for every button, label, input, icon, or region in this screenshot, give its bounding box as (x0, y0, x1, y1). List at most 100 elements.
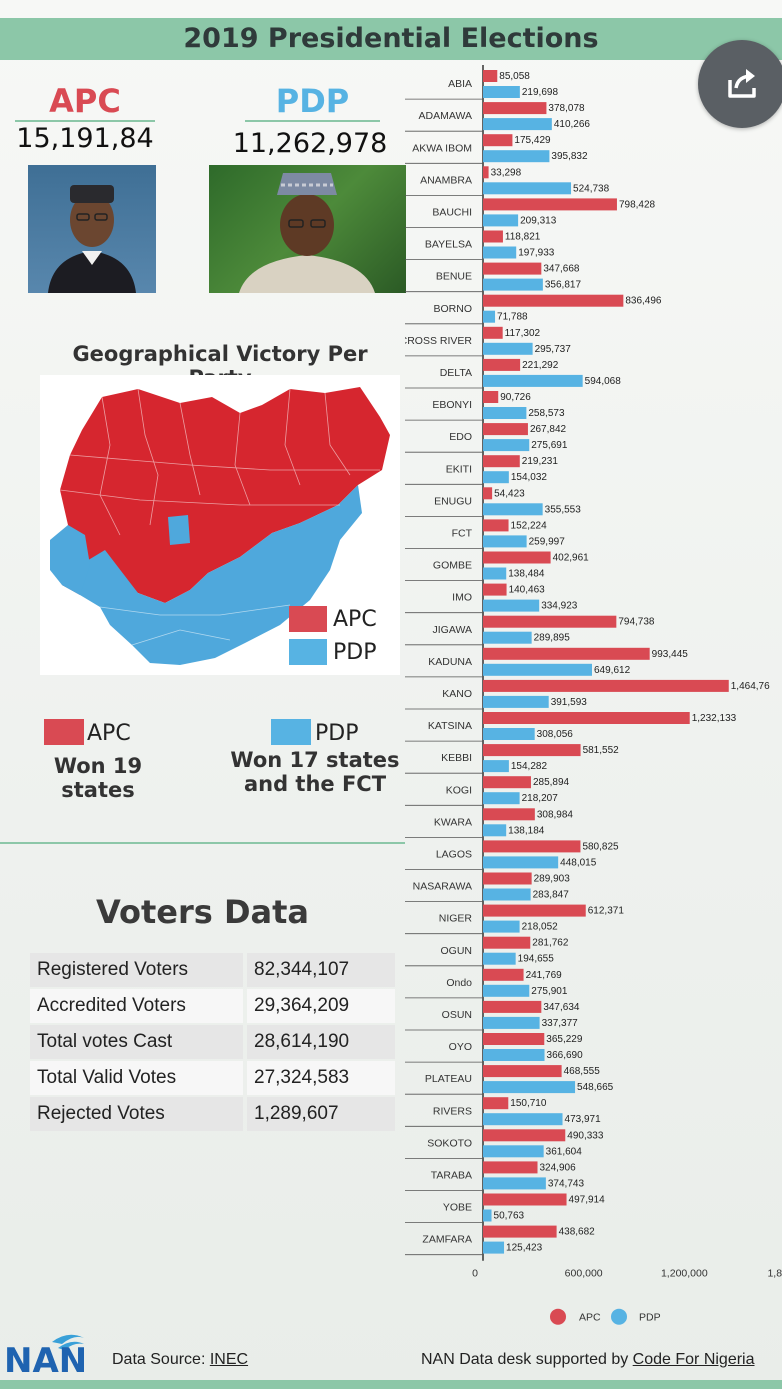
state-label: CROSS RIVER (405, 335, 472, 347)
apc-bar (483, 808, 535, 821)
apc-bar (483, 647, 650, 660)
apc-value-label: 1,464,76 (731, 681, 770, 692)
apc-bar (483, 776, 531, 789)
apc-value-label: 324,906 (540, 1162, 577, 1173)
pdp-value-label: 283,847 (533, 890, 570, 901)
pdp-value-label: 209,313 (520, 215, 557, 226)
apc-value-label: 993,445 (652, 649, 689, 660)
state-label: DELTA (440, 367, 472, 379)
pdp-states-won: Won 17 states and the FCT (230, 748, 400, 796)
apc-value-label: 150,710 (510, 1098, 547, 1109)
state-label: IMO (452, 592, 472, 604)
apc-value-label: 347,634 (543, 1002, 580, 1013)
pdp-bar (483, 374, 583, 387)
state-label: KEBBI (441, 752, 472, 764)
map-pdp-island (168, 515, 190, 545)
state-label: BAUCHI (432, 206, 472, 218)
summary-pdp-label: PDP (315, 721, 359, 746)
pdp-value-label: 194,655 (518, 954, 555, 965)
pdp-bar (483, 760, 509, 773)
apc-value-label: 347,668 (543, 264, 580, 275)
voters-row-label: Total votes Cast (30, 1025, 243, 1059)
pdp-candidate-photo (209, 165, 406, 293)
pdp-value-label: 395,832 (551, 151, 588, 162)
state-label: BAYELSA (425, 239, 472, 251)
pdp-value-label: 361,604 (546, 1146, 583, 1157)
apc-value-label: 490,333 (567, 1130, 604, 1141)
apc-bar (483, 294, 624, 307)
state-label: GOMBE (433, 560, 472, 572)
apc-value-label: 85,058 (499, 71, 530, 82)
apc-bar (483, 1129, 566, 1142)
pdp-bar (483, 118, 552, 131)
data-source-prefix: Data Source: (112, 1351, 210, 1368)
pdp-bar (483, 182, 572, 195)
pdp-bar (483, 567, 507, 580)
pdp-underline (245, 120, 380, 122)
state-label: KANO (442, 688, 472, 700)
pdp-bar (483, 888, 531, 901)
apc-bar (483, 840, 581, 853)
apc-value-label: 54,423 (494, 488, 525, 499)
apc-value-label: 281,762 (532, 938, 569, 949)
pdp-bar (483, 310, 496, 323)
legend-pdp-label: PDP (639, 1312, 661, 1324)
share-button[interactable] (698, 40, 782, 128)
x-tick-label: 0 (472, 1268, 478, 1280)
apc-bar (483, 551, 551, 564)
map-legend-pdp-swatch (289, 639, 327, 665)
state-label: ENUGU (434, 495, 472, 507)
state-label: ADAMAWA (419, 110, 472, 122)
state-label: RIVERS (433, 1105, 472, 1117)
apc-value-label: 794,738 (618, 617, 655, 628)
apc-bar (483, 1033, 545, 1045)
apc-bar (483, 936, 531, 949)
apc-value-label: 90,726 (500, 392, 531, 403)
state-label: EDO (449, 431, 472, 443)
pdp-bar (483, 663, 592, 676)
pdp-bar (483, 1016, 540, 1029)
pdp-value-label: 410,266 (554, 119, 591, 130)
legend-pdp-marker (611, 1308, 627, 1325)
voters-row-value: 1,289,607 (247, 1097, 395, 1131)
summary-pdp-swatch (271, 719, 311, 745)
pdp-value-label: 337,377 (542, 1018, 579, 1029)
apc-bar (483, 198, 617, 211)
state-label: PLATEAU (425, 1073, 472, 1085)
apc-bar (483, 519, 509, 532)
page-title: 2019 Presidential Elections (183, 23, 599, 54)
pdp-bar (483, 824, 507, 837)
pdp-value-label: 197,933 (518, 248, 555, 259)
code-for-nigeria-link[interactable]: Code For Nigeria (632, 1351, 755, 1368)
pdp-value-label: 524,738 (573, 183, 610, 194)
pdp-party-name: PDP (275, 82, 350, 120)
voters-row-value: 29,364,209 (247, 989, 395, 1023)
pdp-bar (483, 952, 516, 965)
legend-apc-label: APC (579, 1312, 601, 1324)
apc-value-label: 468,555 (564, 1066, 601, 1077)
nan-logo: NAN (4, 1330, 87, 1381)
state-label: KATSINA (428, 720, 472, 732)
inec-link[interactable]: INEC (209, 1351, 249, 1368)
pdp-value-label: 154,032 (511, 472, 548, 483)
map-apc-region (58, 387, 390, 603)
apc-value-label: 152,224 (511, 520, 548, 531)
apc-bar (483, 423, 528, 436)
credit-line: NAN Data desk supported by Code For Nige… (421, 1351, 755, 1369)
apc-bar (483, 166, 489, 179)
map-pdp-west (50, 525, 90, 595)
apc-bar (483, 487, 493, 500)
apc-bar (483, 904, 586, 917)
pdp-bar (483, 246, 517, 259)
section-divider (0, 842, 405, 844)
pdp-value-label: 649,612 (594, 665, 631, 676)
pdp-bar (483, 1081, 576, 1094)
apc-value-label: 241,769 (526, 970, 563, 981)
pdp-value-label: 218,052 (522, 922, 559, 933)
state-label: YOBE (443, 1202, 472, 1214)
pdp-bar (483, 278, 543, 291)
pdp-bar (483, 150, 550, 163)
voters-row: Rejected Votes 1,289,607 (30, 1097, 395, 1131)
state-label: ZAMFARA (422, 1234, 472, 1246)
pdp-value-label: 391,593 (551, 697, 588, 708)
